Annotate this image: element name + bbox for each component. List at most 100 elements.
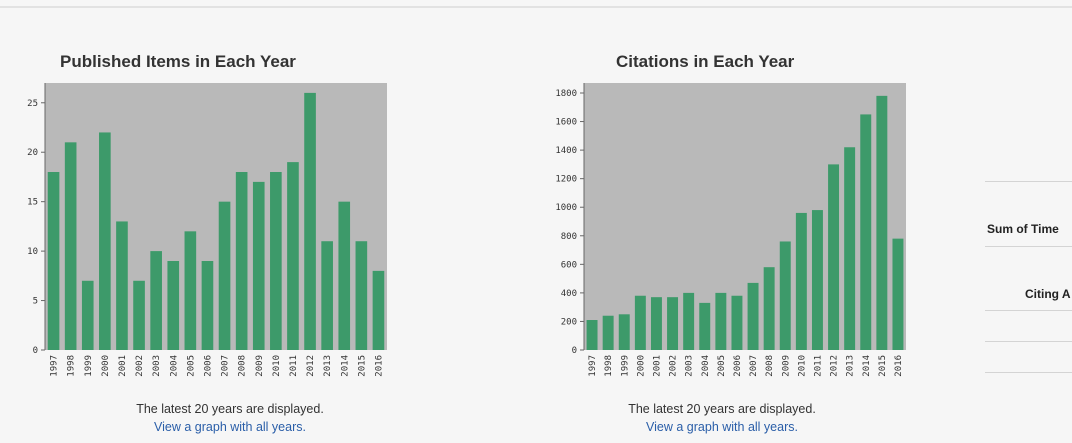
x-tick-label: 2006 (203, 355, 213, 377)
published-items-chart: 0 5 10 15 20 25 1997 1998 1999 2000 2001 2002 2003 20… (27, 83, 387, 377)
x-tick-label: 1998 (604, 355, 614, 377)
x-tick-label: 2008 (238, 355, 248, 377)
bar-2003 (683, 292, 695, 350)
y-tick-label: 20 (27, 148, 38, 158)
chart-title-citations: Citations in Each Year (616, 52, 795, 71)
bar-2008 (763, 267, 775, 350)
bar-2010 (795, 212, 807, 350)
y-tick-label: 0 (33, 346, 38, 356)
x-tick-label: 2014 (862, 355, 872, 377)
x-tick-label: 2015 (878, 355, 888, 377)
x-tick-label: 2009 (255, 355, 265, 377)
y-tick-label: 1000 (555, 203, 577, 213)
x-tick-label: 2006 (733, 355, 743, 377)
sum-of-times-label: Sum of Time (987, 222, 1059, 236)
bar-2005 (184, 231, 197, 350)
view-all-years-link[interactable]: View a graph with all years. (646, 420, 798, 434)
bar-2015 (876, 95, 888, 350)
x-tick-label: 2011 (813, 355, 823, 377)
y-tick-label: 5 (33, 297, 38, 307)
bar-1997 (586, 320, 598, 350)
bar-2009 (252, 181, 265, 350)
y-tick-label: 1200 (555, 175, 577, 185)
x-tick-label: 2005 (717, 355, 727, 377)
x-tick-label: 2013 (323, 355, 333, 377)
bar-2016 (892, 238, 904, 350)
x-tick-label: 2016 (894, 355, 904, 377)
bar-2012 (828, 164, 840, 350)
caption-note: The latest 20 years are displayed. (136, 402, 324, 416)
y-tick-label: 0 (572, 346, 577, 356)
bar-2006 (731, 295, 743, 350)
x-tick-label: 2002 (135, 355, 145, 377)
y-tick-label: 600 (561, 260, 577, 270)
x-tick-label: 2014 (340, 355, 350, 377)
x-tick-label: 2011 (289, 355, 299, 377)
bar-2007 (218, 201, 231, 350)
x-tick-label: 2003 (685, 355, 695, 377)
divider (985, 181, 1072, 182)
bar-2014 (860, 114, 872, 350)
caption-published: The latest 20 years are displayed. View … (80, 400, 380, 436)
top-divider (0, 6, 1072, 8)
y-tick-label: 1400 (555, 146, 577, 156)
bar-2000 (99, 132, 111, 350)
x-tick-label: 2004 (169, 355, 179, 377)
bar-2004 (699, 302, 711, 350)
x-tick-label: 2007 (749, 355, 759, 377)
chart-title-published: Published Items in Each Year (60, 52, 296, 71)
x-tick-label: 2007 (221, 355, 231, 377)
x-tick-label: 2008 (765, 355, 775, 377)
x-tick-label: 2004 (701, 355, 711, 377)
x-tick-label: 1999 (620, 355, 630, 377)
bar-2010 (270, 172, 282, 350)
x-tick-label: 2009 (781, 355, 791, 377)
bar-1999 (618, 314, 630, 350)
x-tick-label: 2002 (669, 355, 679, 377)
x-tick-label: 1999 (84, 355, 94, 377)
divider (985, 310, 1072, 311)
y-tick-label: 200 (561, 317, 577, 327)
y-tick-label: 10 (27, 247, 38, 257)
bar-2014 (338, 201, 351, 350)
bar-2013 (321, 241, 333, 350)
citing-articles-label: Citing A (1025, 287, 1071, 301)
bar-2001 (650, 297, 662, 350)
view-all-years-link[interactable]: View a graph with all years. (154, 420, 306, 434)
x-tick-label: 2010 (797, 355, 807, 377)
bar-2016 (372, 270, 385, 350)
y-tick-label: 800 (561, 232, 577, 242)
caption-citations: The latest 20 years are displayed. View … (572, 400, 872, 436)
x-tick-label: 2005 (186, 355, 196, 377)
bar-2015 (355, 241, 368, 350)
caption-note: The latest 20 years are displayed. (628, 402, 816, 416)
bar-2011 (811, 210, 823, 350)
y-tick-label: 25 (27, 99, 38, 109)
x-tick-label: 2001 (118, 355, 128, 377)
y-tick-label: 1800 (555, 89, 577, 99)
x-tick-label: 2000 (636, 355, 646, 377)
bar-2007 (747, 282, 759, 350)
y-tick-label: 400 (561, 289, 577, 299)
bar-2002 (133, 280, 145, 350)
x-tick-label: 2012 (830, 355, 840, 377)
bar-1998 (602, 315, 614, 350)
x-tick-label: 2001 (652, 355, 662, 377)
bar-2003 (150, 251, 162, 350)
bar-2005 (715, 292, 727, 350)
x-tick-label: 2013 (846, 355, 856, 377)
bar-1997 (47, 172, 60, 350)
x-tick-label: 1997 (50, 355, 60, 377)
plot-area (45, 83, 387, 350)
bar-2004 (167, 261, 180, 350)
bar-1998 (64, 142, 77, 350)
x-tick-label: 2012 (306, 355, 316, 377)
x-tick-label: 1997 (588, 355, 598, 377)
divider (985, 246, 1072, 247)
x-tick-label: 2016 (374, 355, 384, 377)
bar-2000 (634, 295, 646, 350)
bar-2002 (667, 297, 679, 350)
bar-2011 (287, 162, 299, 350)
x-tick-label: 2003 (152, 355, 162, 377)
y-tick-label: 15 (27, 198, 38, 208)
